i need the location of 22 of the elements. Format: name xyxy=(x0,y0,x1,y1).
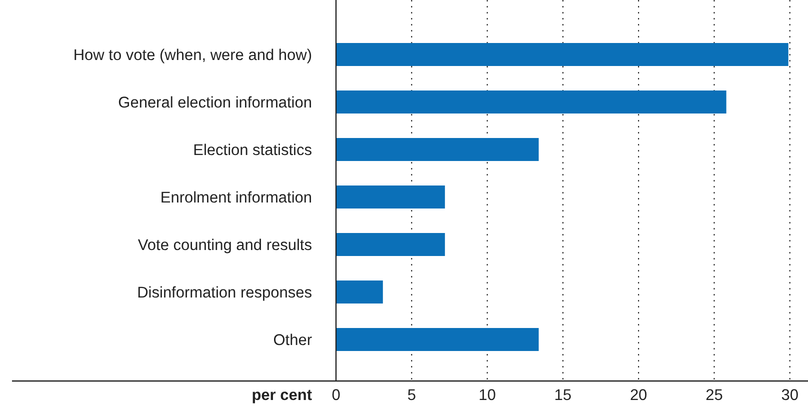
bar xyxy=(336,90,726,114)
x-tick-label: 5 xyxy=(407,387,416,404)
bar xyxy=(336,328,539,351)
x-tick-label: 15 xyxy=(554,387,572,404)
x-tick-label: 0 xyxy=(332,387,341,404)
bar xyxy=(336,233,445,256)
x-axis-title: per cent xyxy=(252,387,312,404)
y-tick-label: Enrolment information xyxy=(160,189,312,206)
y-tick-label: Other xyxy=(273,332,312,349)
bar xyxy=(336,280,383,304)
y-tick-label: General election information xyxy=(118,94,312,112)
bar xyxy=(336,138,539,161)
y-tick-label: Disinformation responses xyxy=(137,284,312,302)
y-tick-label: Election statistics xyxy=(193,142,312,159)
bar xyxy=(336,186,445,208)
x-tick-label: 10 xyxy=(478,387,496,404)
y-tick-label: How to vote (when, were and how) xyxy=(73,46,312,64)
y-tick-label: Vote counting and results xyxy=(138,236,312,254)
x-tick-label: 20 xyxy=(630,387,648,404)
x-tick-label: 25 xyxy=(706,387,723,404)
bar xyxy=(336,43,788,66)
x-tick-label: 30 xyxy=(781,387,799,404)
